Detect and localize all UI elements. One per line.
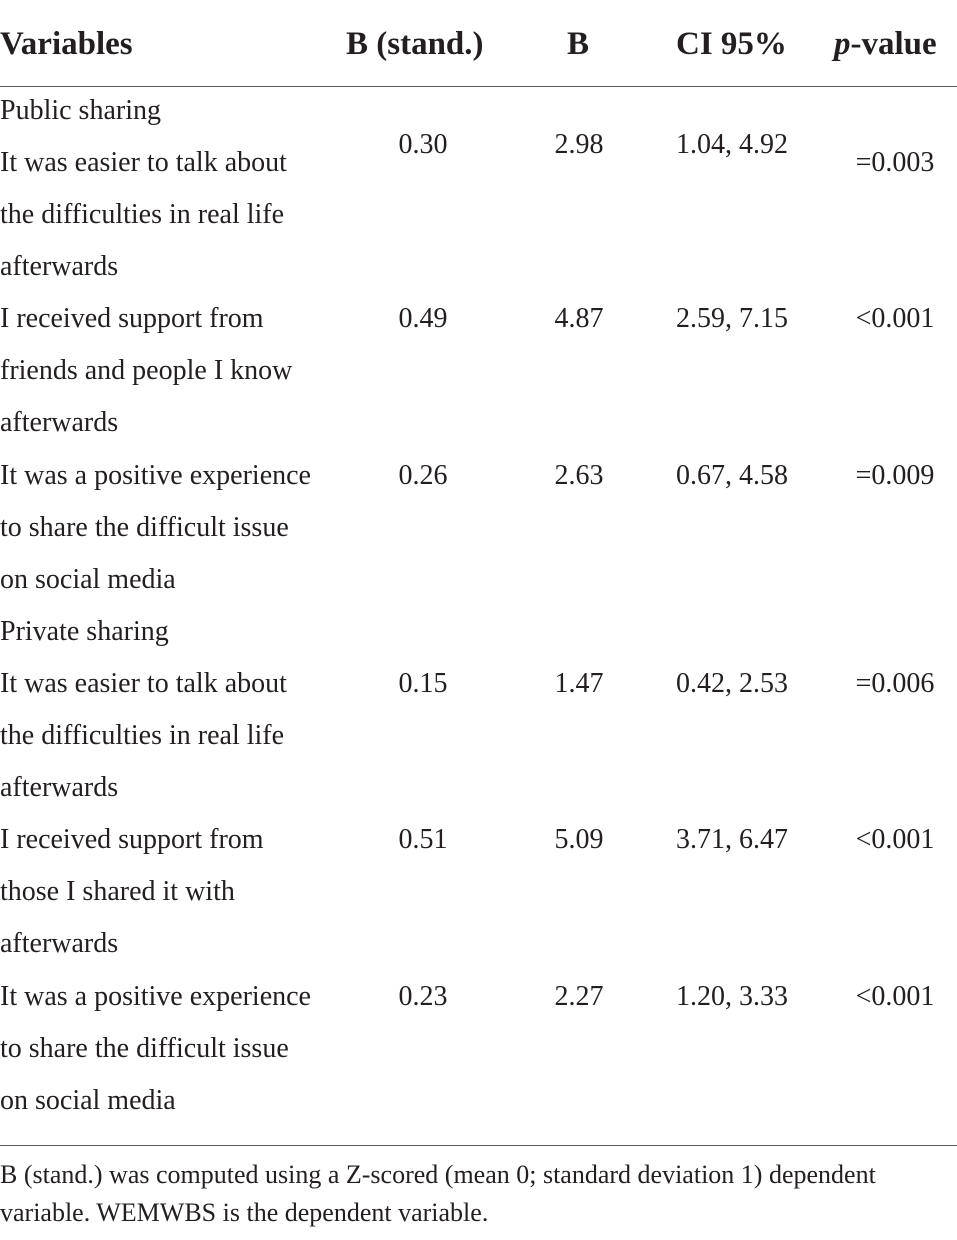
cell-ci: 0.42, 2.53 [676, 668, 788, 699]
row-label-line: It was easier to talk about [0, 147, 287, 178]
row-label-line: friends and people I know [0, 355, 293, 386]
cell-p-value: <0.001 [855, 981, 935, 1012]
row-label-line: I received support from [0, 824, 264, 855]
cell-b-stand: 0.23 [398, 981, 448, 1012]
row-label-line: afterwards [0, 928, 119, 959]
row-label-line: the difficulties in real life [0, 720, 285, 751]
cell-ci: 0.67, 4.58 [676, 460, 788, 491]
cell-p-value: =0.006 [855, 668, 935, 699]
row-label-line: to share the difficult issue [0, 512, 289, 543]
cell-b-stand: 0.26 [398, 460, 448, 491]
cell-p-value: =0.009 [855, 460, 935, 491]
header-rule [0, 86, 957, 87]
cell-p-value: <0.001 [855, 824, 935, 855]
cell-b: 4.87 [554, 303, 604, 334]
row-label-line: afterwards [0, 772, 119, 803]
header-p-rest: -value [850, 26, 937, 62]
row-label-line: those I shared it with [0, 876, 235, 907]
row-label-line: It was a positive experience [0, 981, 311, 1012]
row-label-line: to share the difficult issue [0, 1033, 289, 1064]
cell-ci: 1.20, 3.33 [676, 981, 788, 1012]
cell-ci: 2.59, 7.15 [676, 303, 788, 334]
cell-b-stand: 0.51 [398, 824, 448, 855]
cell-b: 2.98 [554, 129, 604, 160]
row-label-line: afterwards [0, 407, 119, 438]
row-label-line: I received support from [0, 303, 264, 334]
cell-p-value: =0.003 [855, 147, 935, 178]
section-label-private: Private sharing [0, 616, 169, 647]
cell-b-stand: 0.15 [398, 668, 448, 699]
row-label-line: on social media [0, 1085, 176, 1116]
section-label-public: Public sharing [0, 95, 161, 126]
cell-b-stand: 0.49 [398, 303, 448, 334]
header-variables: Variables [0, 26, 133, 62]
cell-b: 5.09 [554, 824, 604, 855]
cell-b: 2.63 [554, 460, 604, 491]
header-p-value: p-value [834, 22, 937, 66]
table-footnote: B (stand.) was computed using a Z-scored… [0, 1156, 957, 1232]
cell-b: 2.27 [554, 981, 604, 1012]
footnote-line: B (stand.) was computed using a Z-scored… [0, 1160, 876, 1189]
header-p-italic: p [834, 26, 851, 62]
row-label-line: afterwards [0, 251, 119, 282]
header-b: B [567, 26, 590, 62]
cell-ci: 3.71, 6.47 [676, 824, 788, 855]
cell-b-stand: 0.30 [398, 129, 448, 160]
cell-p-value: <0.001 [855, 303, 935, 334]
cell-ci: 1.04, 4.92 [676, 129, 788, 160]
footnote-line: variable. WEMWBS is the dependent variab… [0, 1198, 489, 1227]
footer-rule [0, 1145, 957, 1146]
cell-b: 1.47 [554, 668, 604, 699]
row-label-line: It was a positive experience [0, 460, 311, 491]
row-label-line: It was easier to talk about [0, 668, 287, 699]
row-label-line: the difficulties in real life [0, 199, 285, 230]
header-b-stand: B (stand.) [346, 26, 484, 62]
header-ci: CI 95% [676, 26, 787, 62]
row-label-line: on social media [0, 564, 176, 595]
